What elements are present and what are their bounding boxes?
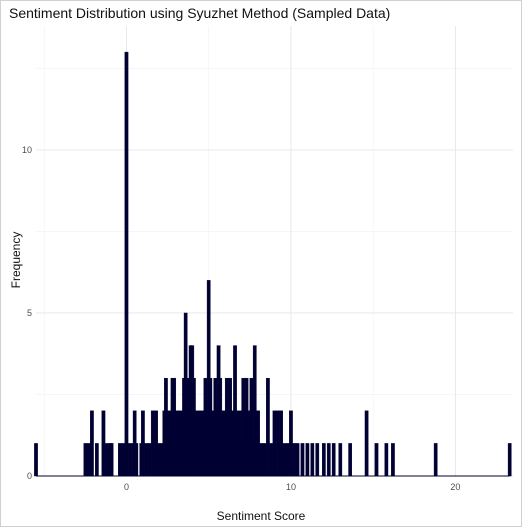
histogram-bar [507, 443, 512, 477]
histogram-bar [285, 443, 290, 477]
histogram-bar [124, 51, 129, 477]
histogram-bar [144, 443, 149, 477]
histogram-bar [118, 443, 122, 477]
histogram-bar [83, 443, 88, 477]
histogram-bar [384, 443, 389, 477]
histogram-bar [259, 443, 264, 477]
histogram-bar [364, 410, 369, 477]
histogram-bar [292, 443, 297, 477]
y-tick-label: 10 [22, 145, 32, 155]
x-tick-label: 20 [450, 482, 460, 492]
histogram-bar [147, 443, 152, 477]
x-axis-label: Sentiment Score [216, 509, 306, 523]
x-tick-label: 0 [124, 482, 129, 492]
histogram-bar [331, 443, 336, 477]
histogram-bar [266, 377, 270, 477]
histogram-bar [310, 443, 315, 477]
histogram-bar [300, 443, 305, 477]
histogram-bar [295, 443, 300, 477]
histogram-bar [262, 443, 267, 477]
histogram-bar [109, 443, 114, 477]
histogram-bar [34, 443, 38, 477]
y-tick-label: 0 [27, 471, 32, 481]
histogram-bar [154, 410, 158, 477]
histogram-bar [305, 443, 310, 477]
histogram-bar [272, 410, 277, 477]
histogram-bar [289, 410, 293, 477]
histogram-bar [338, 443, 343, 477]
histogram-bar [256, 410, 260, 477]
histogram-bar [279, 410, 283, 477]
tick-labels: 0 5 10 0 10 20 [22, 145, 460, 492]
y-tick-label: 5 [27, 308, 32, 318]
chart-title: Sentiment Distribution using Syuzhet Met… [9, 5, 391, 21]
histogram-bar [127, 443, 132, 477]
histogram-bar [315, 443, 320, 477]
histogram-bar [433, 443, 438, 477]
histogram-bar [86, 443, 91, 477]
histogram-bar [90, 410, 94, 477]
histogram-bar [374, 443, 379, 477]
histogram-bar [391, 443, 395, 477]
histogram-bar [322, 443, 326, 477]
bars [34, 51, 512, 477]
histogram-bar [282, 443, 287, 477]
histogram-bar [157, 443, 162, 477]
histogram-bar [95, 443, 99, 477]
histogram-bar [326, 443, 331, 477]
histogram-bar [269, 443, 274, 477]
grid-lines [36, 26, 513, 477]
histogram-bar [348, 443, 353, 477]
histogram-bar [101, 410, 106, 477]
histogram-bar [150, 410, 155, 477]
histogram-bar [141, 410, 145, 477]
histogram-bar [121, 443, 126, 477]
histogram-bar [104, 443, 109, 477]
histogram-bar [195, 410, 200, 477]
x-tick-label: 10 [286, 482, 296, 492]
histogram-bar [134, 443, 139, 477]
y-axis-label: Frequency [9, 231, 23, 289]
